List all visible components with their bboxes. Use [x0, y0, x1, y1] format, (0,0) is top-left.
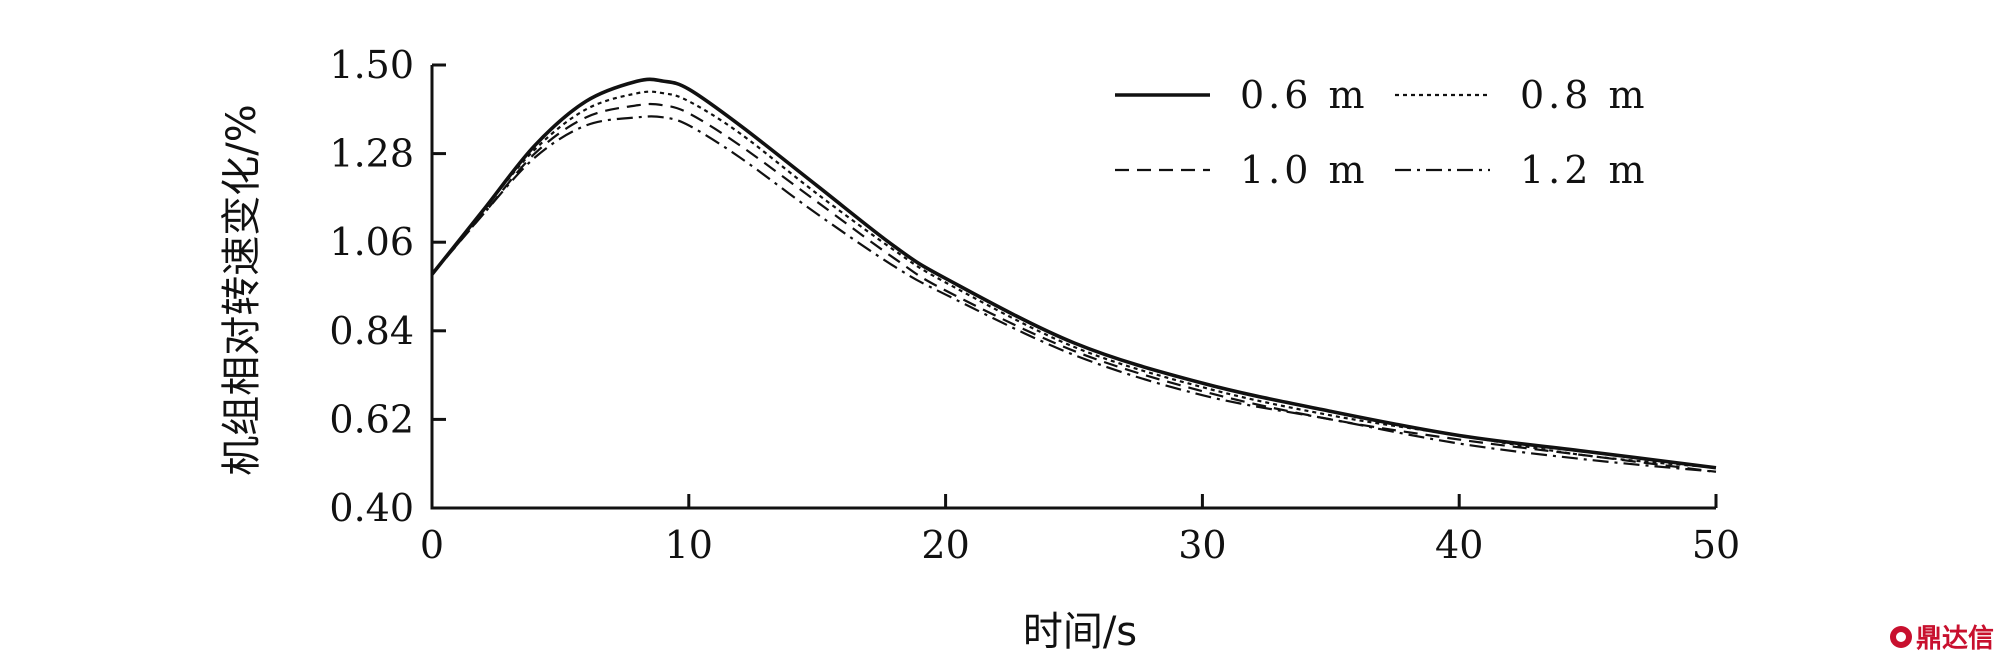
x-tick-label: 30 — [1178, 523, 1226, 567]
legend-label-4: 1.2 m — [1520, 148, 1649, 192]
x-axis-title: 时间/s — [1023, 609, 1137, 655]
y-axis-ticks: 0.40 0.62 0.84 1.06 1.28 1.50 — [329, 43, 446, 530]
x-tick-label: 50 — [1692, 523, 1740, 567]
legend-label-1: 0.6 m — [1240, 73, 1369, 117]
y-axis-title: 机组相对转速变化/% — [219, 104, 265, 475]
y-tick-label: 1.06 — [329, 220, 414, 264]
x-tick-label: 20 — [921, 523, 969, 567]
x-tick-label: 40 — [1435, 523, 1483, 567]
legend-label-2: 0.8 m — [1520, 73, 1649, 117]
y-tick-label: 1.50 — [329, 43, 414, 87]
legend: 0.6 m 0.8 m 1.0 m 1.2 m — [1115, 73, 1649, 192]
y-tick-label: 0.40 — [329, 486, 414, 530]
y-tick-label: 0.84 — [329, 309, 414, 353]
series-line-4 — [431, 115, 1717, 473]
y-tick-label: 1.28 — [329, 132, 414, 176]
y-tick-label: 0.62 — [329, 397, 414, 441]
watermark-text: 鼎达信 — [1915, 624, 1994, 654]
x-axis-ticks: 0 10 20 30 40 50 — [420, 494, 1740, 567]
x-tick-label: 0 — [420, 523, 444, 567]
x-tick-label: 10 — [665, 523, 713, 567]
watermark-logo-icon — [1889, 625, 1912, 648]
series-line-2 — [431, 90, 1717, 469]
legend-label-3: 1.0 m — [1240, 148, 1369, 192]
series-layer — [430, 77, 1717, 473]
watermark: 鼎达信 — [1889, 618, 1994, 655]
series-line-3 — [431, 102, 1717, 473]
series-line-1 — [430, 77, 1717, 470]
